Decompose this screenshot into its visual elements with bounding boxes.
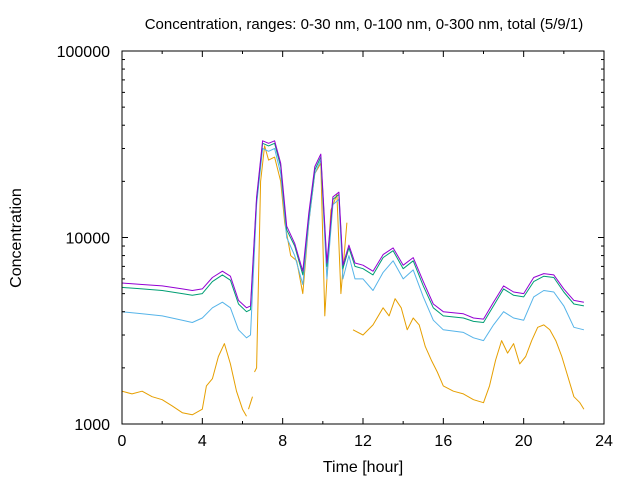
y-tick-label: 1000 bbox=[74, 417, 110, 434]
plot-frame bbox=[121, 50, 605, 425]
x-axis-label: Time [hour] bbox=[323, 459, 403, 476]
x-tick-label: 0 bbox=[118, 433, 127, 450]
x-tick-label: 12 bbox=[354, 433, 372, 450]
x-tick-label: 8 bbox=[278, 433, 287, 450]
series-line-3 bbox=[121, 142, 584, 323]
x-tick-label: 20 bbox=[515, 433, 533, 450]
series-line-1 bbox=[121, 145, 585, 417]
series-line-2 bbox=[121, 148, 585, 342]
series-line-4 bbox=[121, 140, 584, 320]
ticks-layer: 0 4 8 12 16 20 24 1000 10000 100000 bbox=[57, 44, 613, 450]
x-tick-label: 24 bbox=[595, 433, 613, 450]
y-tick-label: 10000 bbox=[66, 231, 111, 248]
y-tick-label: 100000 bbox=[57, 44, 110, 61]
series-layer bbox=[121, 140, 585, 417]
y-axis-label: Concentration bbox=[8, 188, 25, 288]
x-tick-label: 16 bbox=[434, 433, 452, 450]
x-tick-label: 4 bbox=[198, 433, 207, 450]
chart-title: Concentration, ranges: 0-30 nm, 0-100 nm… bbox=[145, 16, 584, 33]
